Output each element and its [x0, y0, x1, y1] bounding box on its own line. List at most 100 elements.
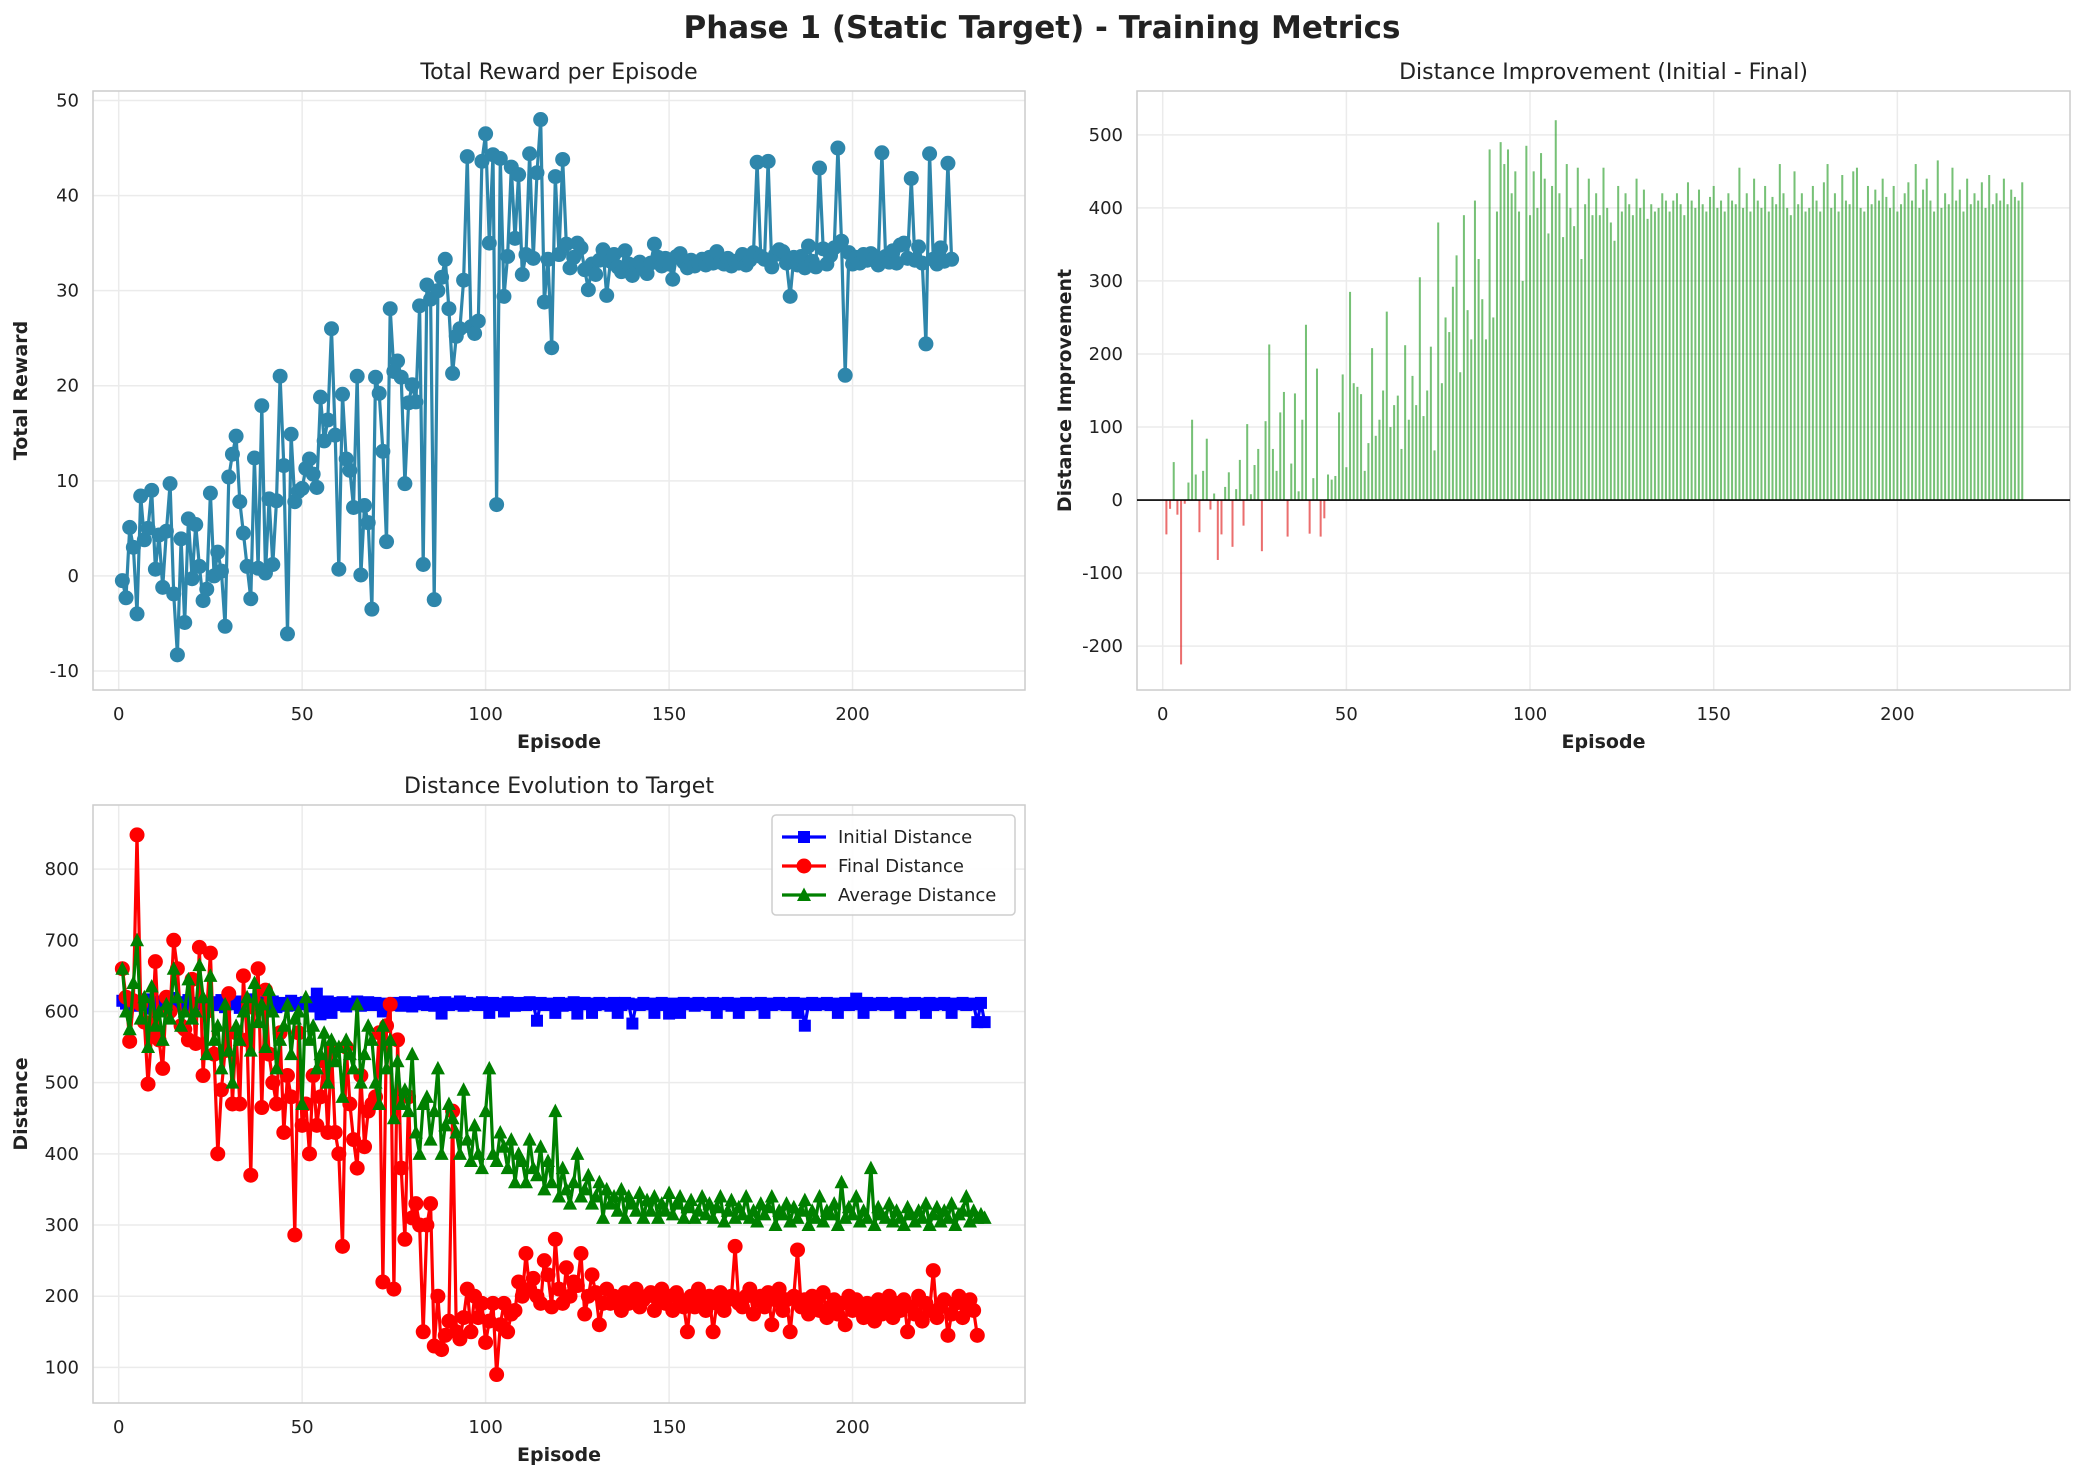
- final-distance-point: [430, 1288, 446, 1304]
- average-distance-point: [460, 1132, 475, 1146]
- bar-positive: [1264, 421, 1267, 501]
- reward-point: [558, 236, 574, 252]
- final-distance-point: [287, 1227, 303, 1243]
- x-tick-label: 50: [1335, 704, 1358, 725]
- initial-distance-point: [974, 996, 987, 1009]
- initial-distance-point: [798, 1019, 811, 1032]
- average-distance-point: [746, 1203, 761, 1217]
- bar-positive: [1731, 200, 1734, 501]
- average-distance-point: [827, 1196, 842, 1210]
- bar-positive: [1451, 286, 1454, 501]
- bar-positive: [1345, 467, 1348, 501]
- average-distance-point: [254, 996, 269, 1011]
- average-distance-point: [922, 1217, 937, 1232]
- average-distance-point: [636, 1210, 651, 1224]
- reward-point: [210, 544, 226, 560]
- x-tick-label: 150: [652, 1417, 686, 1438]
- bar-positive: [1293, 393, 1296, 501]
- bar-positive: [1690, 200, 1693, 501]
- final-distance-point: [441, 1313, 457, 1329]
- bar-positive: [1664, 200, 1667, 501]
- y-tick-label: 600: [45, 1001, 79, 1022]
- average-distance-point: [265, 1003, 280, 1018]
- plot-frame: [92, 90, 1026, 691]
- average-distance-point: [867, 1217, 882, 1232]
- bar-positive: [1484, 339, 1487, 501]
- bar-positive: [1400, 448, 1403, 501]
- reward-point: [536, 294, 552, 310]
- reward-point: [940, 155, 956, 171]
- x-axis-label: Episode: [517, 1444, 601, 1466]
- final-distance-point: [268, 1096, 284, 1112]
- reward-point: [830, 140, 846, 156]
- average-distance-point: [812, 1189, 827, 1203]
- y-tick-label: 500: [1089, 125, 1123, 146]
- reward-point: [202, 485, 218, 501]
- bar-positive: [1628, 204, 1631, 501]
- legend-label: Average Distance: [838, 885, 996, 906]
- average-distance-point: [852, 1213, 867, 1228]
- bar-positive: [1554, 120, 1557, 501]
- reward-point: [228, 428, 244, 444]
- bar-positive: [1918, 207, 1921, 501]
- average-distance-point: [838, 1210, 853, 1224]
- bar-positive: [1635, 178, 1638, 501]
- final-distance-point: [221, 986, 237, 1002]
- chart-title: Distance Improvement (Initial - Final): [1399, 60, 1808, 85]
- bar-positive: [1984, 207, 1987, 501]
- bar-positive: [1624, 193, 1627, 501]
- average-distance-point: [232, 1032, 247, 1046]
- final-distance-point: [210, 1146, 226, 1162]
- reward-point: [283, 426, 299, 442]
- bar-positive: [1742, 207, 1745, 501]
- final-distance-point: [536, 1253, 552, 1269]
- average-distance-point: [350, 996, 365, 1011]
- bar-positive: [1213, 493, 1216, 501]
- bar-positive: [1767, 211, 1770, 501]
- reward-point: [434, 269, 450, 285]
- final-distance-point: [496, 1295, 512, 1311]
- average-distance-point: [251, 1014, 266, 1029]
- bar-positive: [1371, 348, 1374, 501]
- y-axis-label: Distance Improvement: [1054, 269, 1076, 512]
- average-distance-point: [566, 1174, 581, 1189]
- final-distance-point: [349, 1160, 365, 1176]
- y-tick-label: 0: [68, 566, 79, 587]
- bar-positive: [1642, 189, 1645, 501]
- bar-positive: [1253, 465, 1256, 501]
- reward-point: [195, 593, 211, 609]
- reward-point: [254, 398, 270, 414]
- average-distance-point: [673, 1189, 688, 1203]
- average-distance-point: [449, 1124, 464, 1139]
- final-distance-point: [129, 827, 145, 843]
- bar-negative: [1220, 500, 1223, 535]
- average-distance-point: [397, 1082, 412, 1096]
- bar-positive: [1437, 222, 1440, 501]
- average-distance-point: [651, 1210, 666, 1224]
- y-tick-label: 500: [45, 1073, 79, 1094]
- y-tick-label: 700: [45, 930, 79, 951]
- y-tick-label: -200: [1082, 636, 1123, 657]
- x-tick-label: 100: [468, 704, 502, 725]
- bar-positive: [1536, 207, 1539, 501]
- bar-positive: [1378, 419, 1381, 501]
- bar-positive: [1734, 204, 1737, 501]
- reward-point: [441, 301, 457, 317]
- bar-positive: [1202, 470, 1205, 501]
- bar-negative: [1180, 500, 1183, 665]
- final-distance-point: [790, 1242, 806, 1258]
- y-axis-label: Total Reward: [10, 321, 32, 460]
- average-distance-point: [775, 1206, 790, 1221]
- reward-point: [294, 480, 310, 496]
- bar-positive: [1969, 204, 1972, 501]
- average-distance-point: [955, 1203, 970, 1217]
- average-distance-point: [405, 1046, 420, 1061]
- bar-positive: [1569, 207, 1572, 501]
- bar-positive: [1275, 470, 1278, 501]
- bar-positive: [1723, 211, 1726, 501]
- reward-point: [834, 233, 850, 249]
- average-distance-point: [317, 1025, 332, 1039]
- reward-point: [166, 586, 182, 602]
- bar-positive: [1631, 215, 1634, 501]
- average-distance-point: [199, 1046, 214, 1061]
